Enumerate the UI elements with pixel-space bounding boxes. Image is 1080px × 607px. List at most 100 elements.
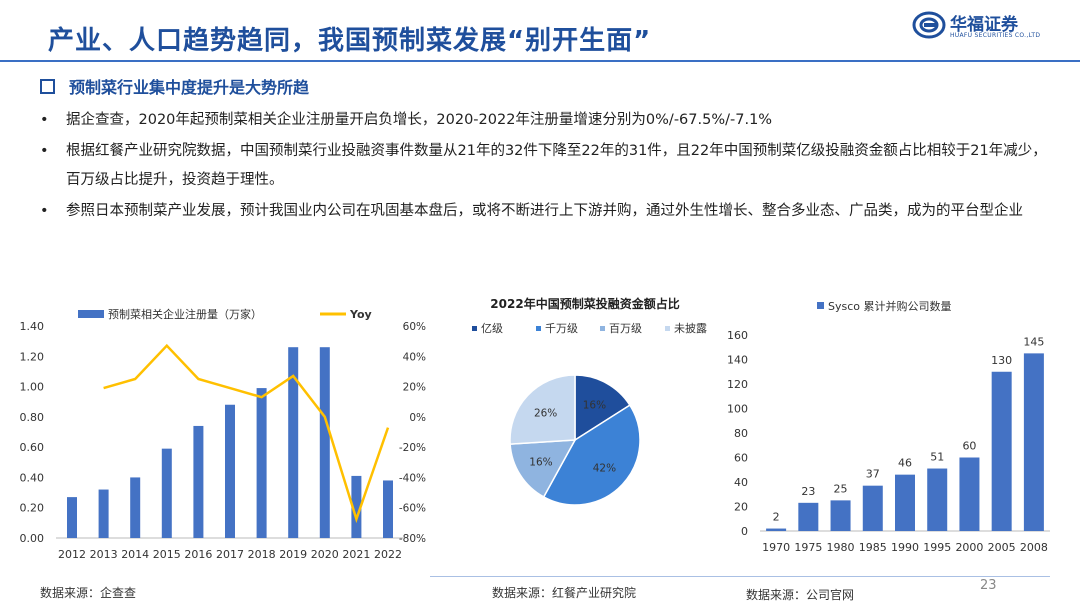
y-tick-label: 1.40 — [20, 320, 45, 333]
y2-tick-label: -40% — [399, 472, 426, 484]
x-tick-label: 2021 — [342, 548, 370, 561]
logo-text: 华福证券 — [950, 15, 1018, 35]
bar — [67, 497, 77, 538]
x-tick-label: 2017 — [216, 548, 244, 561]
legend-label-line: Yoy — [349, 308, 372, 321]
page-number: 23 — [980, 578, 997, 593]
checkbox-square-icon — [40, 79, 55, 94]
x-tick-label: 1970 — [762, 541, 790, 554]
pie-value-label: 16% — [529, 457, 552, 469]
x-tick-label: 1975 — [794, 541, 822, 554]
bar — [288, 347, 299, 538]
y2-tick-label: 60% — [403, 321, 426, 333]
source-note-left: 数据来源：企查查 — [40, 586, 137, 600]
y-tick-label: 160 — [727, 329, 748, 342]
legend-swatch — [817, 302, 824, 309]
bar — [927, 468, 948, 531]
pie-slice — [509, 439, 577, 498]
y-tick-label: 1.20 — [20, 350, 45, 363]
bar-value-label: 25 — [834, 482, 848, 495]
bar — [225, 404, 235, 538]
y-tick-label: 100 — [727, 403, 748, 416]
bar — [130, 477, 141, 538]
bar — [98, 489, 109, 538]
legend-swatch — [472, 326, 477, 331]
page-title: 产业、人口趋势趋同，我国预制菜发展“别开生面” — [48, 26, 652, 56]
bar-value-label: 23 — [801, 485, 815, 498]
y2-tick-label: 0% — [409, 412, 426, 424]
logo-icon — [912, 11, 946, 39]
bar — [895, 474, 915, 531]
y-tick-label: 0 — [741, 525, 748, 538]
bar — [161, 448, 172, 538]
x-tick-label: 2014 — [121, 548, 149, 561]
x-tick-label: 2008 — [1020, 541, 1048, 554]
x-tick-label: 1995 — [923, 541, 951, 554]
legend-label: 百万级 — [609, 322, 642, 335]
x-tick-label: 2019 — [279, 548, 307, 561]
bullet-list: 据企查查，2020年起预制菜相关企业注册量开启负增长，2020-2022年注册量… — [40, 106, 1050, 228]
x-tick-label: 2000 — [955, 541, 983, 554]
y2-tick-label: 20% — [403, 382, 426, 394]
bullet-item: 根据红餐产业研究院数据，中国预制菜行业投融资事件数量从21年的32件下降至22年… — [40, 137, 1050, 195]
section-title: 预制菜行业集中度提升是大势所趋 — [69, 78, 310, 97]
legend-label: 未披露 — [674, 321, 707, 335]
bar-value-label: 46 — [898, 457, 912, 470]
legend-swatch-bar — [78, 310, 104, 318]
bar — [991, 371, 1012, 531]
bar — [319, 347, 330, 538]
y-tick-label: 40 — [734, 476, 748, 489]
y2-tick-label: -60% — [399, 503, 426, 515]
x-tick-label: 1980 — [827, 541, 855, 554]
y-tick-label: 0.00 — [20, 532, 45, 545]
company-logo: 华福证券 HUAFU SECURITIES CO.,LTD — [912, 10, 1052, 44]
pie-value-label: 16% — [583, 400, 606, 412]
y2-tick-label: -20% — [399, 442, 426, 454]
bar — [798, 502, 819, 531]
bar — [256, 388, 267, 538]
registration-chart: 预制菜相关企业注册量（万家） Yoy 0.00 0.20 0.40 0.60 0.80 1.0… — [20, 307, 427, 561]
y-tick-label: 0.60 — [20, 441, 45, 454]
x-tick-label: 2018 — [248, 548, 276, 561]
legend-swatch — [665, 326, 670, 331]
source-note-middle: 数据来源：红餐产业研究院 — [492, 586, 637, 600]
x-tick-label: 2013 — [90, 548, 118, 561]
legend-label: 千万级 — [545, 322, 578, 335]
bar — [193, 425, 204, 538]
y-tick-label: 20 — [734, 501, 748, 514]
x-tick-label: 2016 — [184, 548, 212, 561]
bar — [959, 457, 980, 531]
pie-value-label: 26% — [534, 407, 557, 419]
x-tick-label: 2012 — [58, 548, 86, 561]
bar-value-label: 145 — [1023, 335, 1044, 348]
x-tick-label: 2005 — [988, 541, 1016, 554]
bar-value-label: 130 — [991, 354, 1012, 367]
section-heading: 预制菜行业集中度提升是大势所趋 — [40, 74, 309, 98]
yoy-line — [103, 343, 390, 524]
x-tick-label: 2022 — [374, 548, 402, 561]
footer-divider — [430, 576, 1050, 577]
legend-label: Sysco 累计并购公司数量 — [828, 299, 952, 313]
x-tick-label: 2020 — [311, 548, 339, 561]
y-tick-label: 120 — [727, 378, 748, 391]
x-tick-label: 1990 — [891, 541, 919, 554]
y2-tick-label: 40% — [403, 351, 426, 363]
pie-value-label: 42% — [593, 463, 616, 475]
legend-label-bar: 预制菜相关企业注册量（万家） — [108, 307, 262, 321]
y-tick-label: 0.40 — [20, 471, 45, 484]
source-note-right: 数据来源：公司官网 — [746, 588, 855, 602]
x-tick-label: 2015 — [153, 548, 181, 561]
bar-value-label: 51 — [930, 451, 944, 464]
logo-subtext: HUAFU SECURITIES CO.,LTD — [950, 32, 1041, 39]
bullet-item: 据企查查，2020年起预制菜相关企业注册量开启负增长，2020-2022年注册量… — [40, 106, 1050, 135]
pie-slice — [509, 374, 576, 445]
legend-label: 亿级 — [481, 322, 503, 335]
y-tick-label: 0.80 — [20, 411, 45, 424]
y-tick-label: 0.20 — [20, 502, 45, 515]
bar — [766, 528, 787, 531]
bar — [351, 475, 362, 538]
bar — [1023, 353, 1044, 531]
sysco-acquisition-chart: Sysco 累计并购公司数量 0 20 40 60 80 100 120 140 160 2 1970… — [727, 299, 1050, 554]
header-divider — [0, 60, 1080, 62]
